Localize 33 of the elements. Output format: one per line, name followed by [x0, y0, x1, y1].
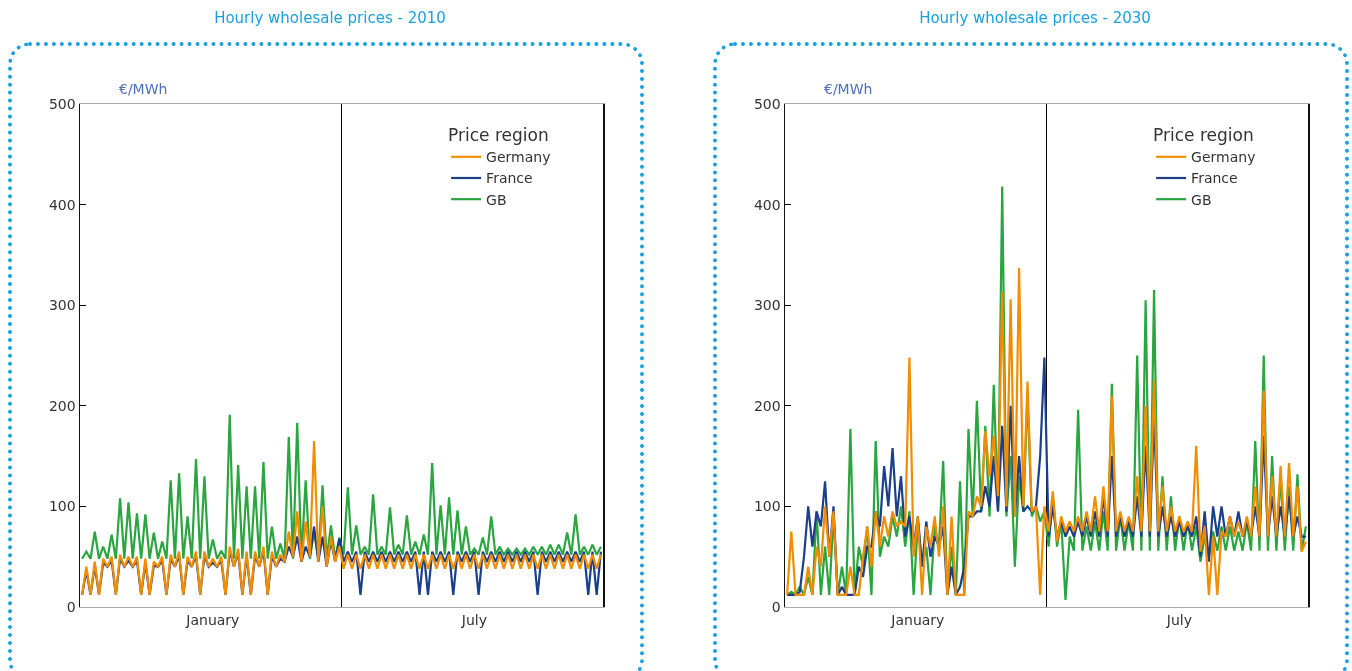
- line-series: [786, 266, 1307, 597]
- y-axis-title: €/MWh: [824, 81, 873, 97]
- legend-label: GB: [1191, 191, 1212, 208]
- chart-title: Hourly wholesale prices - 2030: [919, 9, 1151, 28]
- y-tick-label: 400: [48, 196, 76, 213]
- legend-label: Germany: [486, 149, 551, 166]
- y-tick-label: 100: [48, 498, 76, 515]
- y-tick-label: 0: [771, 598, 781, 615]
- line-series: [81, 439, 602, 597]
- legend-label: Germany: [1191, 149, 1256, 166]
- legend-title: Price region: [1153, 125, 1254, 146]
- y-tick-label: 300: [753, 297, 781, 314]
- line-series: [81, 413, 602, 560]
- x-tick-label: July: [1165, 611, 1192, 628]
- y-tick-label: 500: [48, 95, 76, 112]
- x-tick-label: January: [185, 611, 240, 628]
- legend-label: GB: [486, 191, 507, 208]
- y-tick-label: 200: [48, 397, 76, 414]
- y-tick-label: 300: [48, 297, 76, 314]
- legend-label: France: [1191, 170, 1238, 187]
- y-tick-label: 100: [753, 498, 781, 515]
- line-series: [786, 356, 1307, 597]
- legend-label: France: [486, 170, 533, 187]
- x-tick-label: July: [460, 611, 487, 628]
- chart-title: Hourly wholesale prices - 2010: [214, 9, 446, 28]
- y-axis-title: €/MWh: [119, 81, 168, 97]
- y-tick-label: 500: [753, 95, 781, 112]
- y-tick-label: 0: [66, 598, 76, 615]
- x-tick-label: January: [890, 611, 945, 628]
- legend-title: Price region: [448, 125, 549, 146]
- line-series: [81, 525, 602, 597]
- y-tick-label: 200: [753, 397, 781, 414]
- y-tick-label: 400: [753, 196, 781, 213]
